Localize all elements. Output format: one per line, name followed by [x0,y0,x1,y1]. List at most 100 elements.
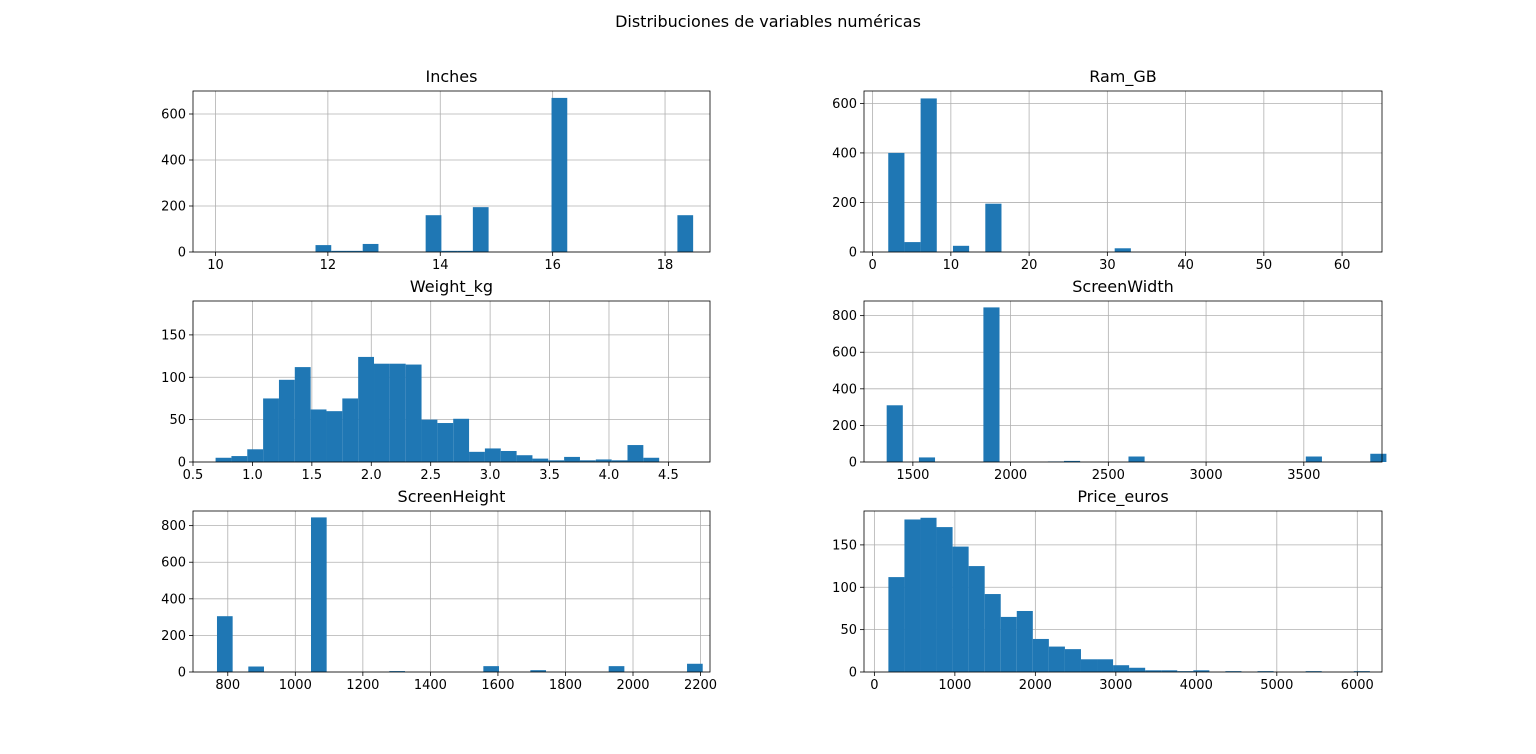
x-tick-label: 1600 [481,678,514,693]
histogram-bar [1097,659,1114,672]
histogram-bar [294,367,311,462]
x-tick-label: 5000 [1260,678,1293,693]
histogram-bar [595,459,612,462]
histogram-bar [263,398,279,462]
histogram-bar [1161,670,1178,672]
y-tick-label: 600 [161,108,186,123]
histogram-bar [1113,665,1130,672]
histogram-bar [904,519,921,672]
y-tick-label: 150 [161,328,186,343]
histogram-bar [484,448,501,462]
histogram-bar [331,250,347,252]
histogram-bar [1145,670,1162,672]
x-tick-label: 50 [1256,258,1273,273]
x-tick-label: 12 [320,258,337,273]
histogram-bar [551,97,568,253]
subplot-5: 800 1000 1200 1400 1600 1800 2000 2200 0 200 400 60… [161,487,717,693]
subplot-title: ScreenWidth [1072,277,1174,296]
histogram-bar [1225,671,1242,672]
histogram-bar [886,405,903,462]
y-tick-label: 50 [169,413,186,428]
y-tick-label: 0 [849,666,857,681]
histogram-bar [472,207,489,252]
y-tick-label: 0 [178,666,186,681]
y-tick-label: 0 [849,246,857,261]
y-tick-label: 600 [832,97,857,112]
histogram-bar [611,460,628,462]
histogram-bar [425,215,442,252]
histogram-bar [1080,659,1098,672]
y-tick-label: 200 [832,419,857,434]
subplot-title: Inches [426,67,478,86]
x-tick-label: 6000 [1341,678,1374,693]
y-tick-label: 600 [832,346,857,361]
histogram-bar [453,418,470,462]
histogram-bar [1193,670,1210,672]
histogram-bar [968,566,985,672]
histogram-bar [888,577,905,672]
y-tick-label: 800 [832,309,857,324]
y-tick-label: 200 [161,629,186,644]
x-tick-label: 3.5 [539,468,560,483]
histogram-bar [643,457,660,462]
x-tick-label: 3500 [1287,468,1320,483]
histogram-bar [920,98,937,252]
x-tick-label: 4.0 [599,468,620,483]
subplot-title: ScreenHeight [398,487,506,506]
x-tick-label: 0 [870,678,878,693]
histogram-bar [441,250,458,252]
histogram-bar [247,449,264,462]
histogram-bar [984,594,1001,672]
histogram-bar [1177,671,1194,672]
histogram-bar [358,356,375,462]
x-tick-label: 1.5 [302,468,323,483]
y-tick-label: 100 [161,371,186,386]
histogram-bar [952,546,969,672]
axes-frame [192,90,711,253]
x-tick-label: 2000 [994,468,1027,483]
histogram-bar [215,457,232,462]
axes-frame [192,510,711,673]
histogram-bar [216,616,233,672]
histogram-bar [936,527,953,672]
histogram-bar [627,445,644,462]
histogram-bar [1128,456,1145,462]
subplot-title: Ram_GB [1089,67,1157,87]
histogram-bar [310,517,327,672]
histogram-bar [904,242,921,252]
histogram-bar [579,460,596,462]
histogram-bar [362,243,379,252]
histogram-bar [342,398,359,462]
x-tick-label: 4.5 [658,468,679,483]
histogram-bar [231,456,248,462]
histogram-bar [1257,671,1274,672]
subplot-title: Price_euros [1077,487,1168,507]
x-tick-label: 1500 [896,468,929,483]
x-tick-label: 0.5 [183,468,204,483]
x-tick-label: 30 [1099,258,1116,273]
histogram-bar [405,364,422,462]
histogram-bar [1048,646,1065,672]
axes-frame [863,300,1383,463]
histogram-bar [918,457,936,462]
subplot-3: 0.5 1.0 1.5 2.0 2.5 3.0 3.5 4.0 4.5 0 50 100 150 Weig… [161,277,711,483]
axes-frame [863,510,1383,673]
histogram-bar [1032,638,1049,672]
histogram-bar [1016,610,1033,672]
x-tick-label: 1000 [279,678,312,693]
histogram-bar [564,456,580,462]
histogram-bar [315,245,332,252]
histogram-bar [1353,671,1370,672]
histogram-bar [1129,667,1146,672]
histogram-bar [389,671,406,672]
y-tick-label: 400 [161,592,186,607]
histogram-bar [920,517,937,672]
y-tick-label: 200 [832,196,857,211]
histogram-bar [983,307,1000,462]
histogram-bar [888,152,905,252]
histogram-bar [985,203,1002,252]
histogram-bar [310,409,327,462]
histogram-bar [677,215,694,252]
histogram-bar [248,666,264,672]
